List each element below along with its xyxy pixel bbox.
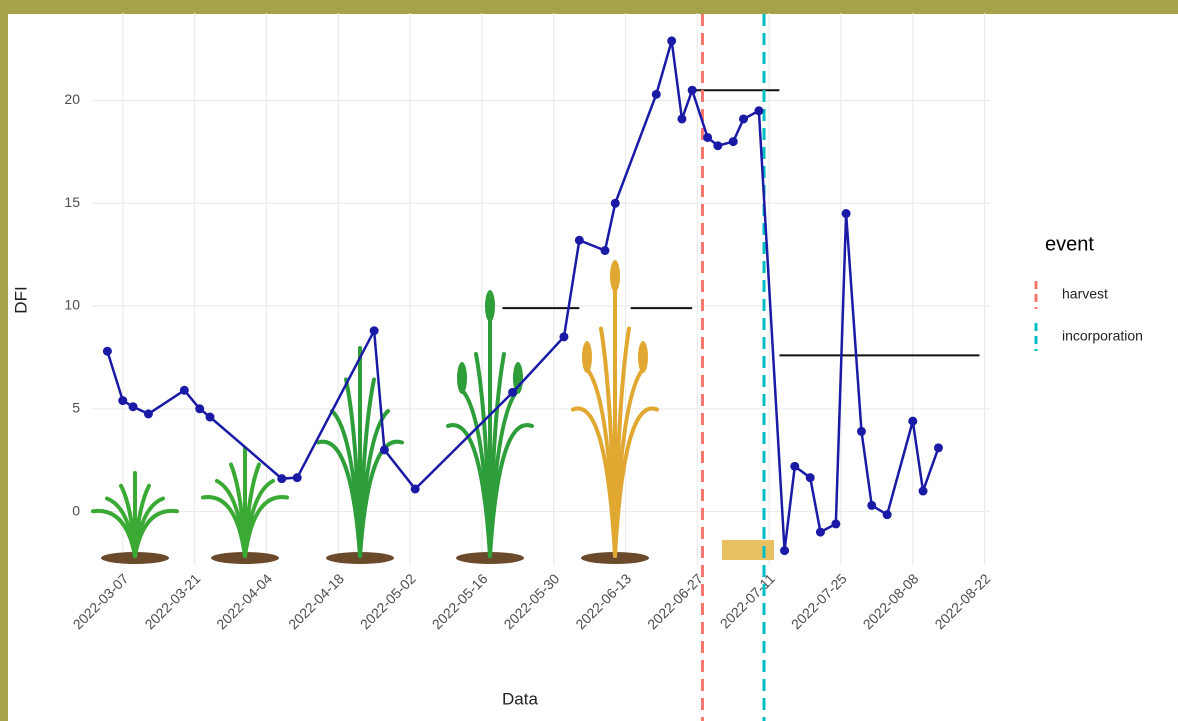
- data-point: [600, 246, 610, 256]
- leaf: [488, 423, 534, 558]
- data-point: [205, 412, 215, 422]
- plant-illustration: [201, 446, 289, 564]
- ear: [582, 341, 592, 373]
- data-point: [841, 209, 851, 219]
- data-point: [559, 332, 569, 342]
- data-point: [651, 89, 661, 99]
- series-line: [106, 40, 940, 551]
- ear: [638, 341, 648, 373]
- data-point: [574, 235, 584, 245]
- data-point: [277, 474, 287, 484]
- slide-area: [8, 14, 1178, 721]
- leaf: [613, 406, 659, 558]
- data-point: [780, 546, 790, 556]
- data-point: [610, 198, 620, 208]
- data-point: [867, 500, 877, 510]
- data-point: [118, 396, 128, 406]
- y-tick-label: 20: [64, 91, 80, 107]
- data-point: [703, 132, 713, 142]
- ear: [610, 260, 620, 292]
- data-point: [754, 106, 764, 116]
- data-point: [128, 402, 138, 412]
- data-point: [856, 426, 866, 436]
- data-point: [195, 404, 205, 414]
- data-point: [918, 486, 928, 496]
- y-tick-label: 10: [64, 297, 80, 313]
- data-point: [379, 445, 389, 455]
- ear: [457, 362, 467, 394]
- plant-illustration: [316, 346, 404, 564]
- data-point: [369, 326, 379, 336]
- data-point: [508, 387, 518, 397]
- data-point: [790, 461, 800, 471]
- data-point: [831, 519, 841, 529]
- data-point: [410, 484, 420, 494]
- data-point: [143, 409, 153, 419]
- legend-label: incorporation: [1062, 328, 1143, 344]
- data-point: [805, 473, 815, 483]
- legend-label: harvest: [1062, 286, 1108, 302]
- data-point: [882, 510, 892, 520]
- data-point: [102, 346, 112, 356]
- plant-illustration: [571, 260, 659, 564]
- leaf: [243, 495, 289, 558]
- y-tick-label: 5: [72, 399, 80, 415]
- data-point: [815, 527, 825, 537]
- data-point: [677, 114, 687, 124]
- data-point: [292, 473, 302, 483]
- stubble: [722, 540, 774, 560]
- data-point: [687, 85, 697, 95]
- legend-title: event: [1045, 233, 1094, 255]
- plant-illustration: [446, 290, 534, 564]
- y-axis-title: DFI: [11, 286, 30, 313]
- data-point: [713, 141, 723, 151]
- ear: [485, 290, 495, 322]
- data-point: [667, 36, 677, 46]
- data-point: [908, 416, 918, 426]
- y-tick-label: 0: [72, 502, 80, 518]
- data-point: [933, 443, 943, 453]
- data-point: [728, 137, 738, 147]
- leaf: [358, 439, 404, 558]
- plant-illustration: [91, 471, 179, 564]
- data-point: [739, 114, 749, 124]
- leaf: [133, 508, 179, 558]
- data-point: [179, 385, 189, 395]
- x-axis-title: Data: [502, 689, 538, 708]
- ear: [513, 362, 523, 394]
- y-tick-label: 15: [64, 194, 80, 210]
